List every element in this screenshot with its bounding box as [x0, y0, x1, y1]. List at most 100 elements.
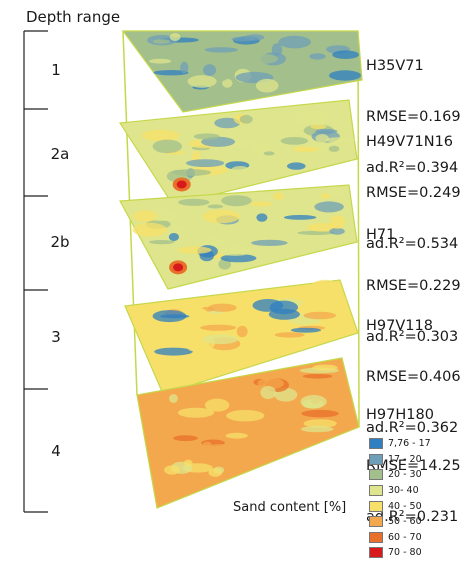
layer-3-adr2: ad.R²=0.303 [366, 329, 459, 345]
layer-4-patch [160, 314, 190, 319]
layer-3-patch [207, 204, 224, 209]
layer-4-patch [154, 347, 193, 356]
layer-3-patch [320, 193, 332, 199]
layer-1-patch [298, 63, 314, 72]
layer-5-stats: H97H180 RMSE=14.25 ad.R²=0.231 [366, 373, 461, 543]
layer-3-patch [178, 198, 210, 206]
depth-label-1: 1 [51, 61, 61, 79]
layer-5-patch [226, 410, 265, 422]
legend-item: 50 - 60 [369, 514, 431, 530]
legend-label: 70 - 80 [388, 547, 422, 559]
legend-label: 30- 40 [388, 485, 419, 497]
layer-2-patch [141, 129, 180, 142]
layer-2-patch [185, 159, 225, 168]
layer-3-patch [202, 238, 231, 247]
layer-5-patch [230, 396, 267, 403]
layer-3-patch [283, 215, 317, 220]
layer-3-patch [177, 246, 212, 254]
layer-2-stats: H49V71N16 RMSE=0.249 ad.R²=0.534 [366, 100, 461, 270]
layer-3-patch [218, 258, 231, 270]
layer-2-model: H49V71N16 [366, 134, 454, 150]
layer-5-patch [184, 459, 193, 467]
layer-1-patch [204, 47, 238, 53]
layer-5-patch [260, 386, 277, 399]
legend-label: 40 - 50 [388, 500, 422, 512]
layer-2-patch [193, 133, 220, 140]
layer-5-patch [312, 364, 338, 371]
depth-label-2a: 2a [50, 145, 70, 163]
layer-3-patch [260, 193, 275, 201]
layer-4-patch [304, 292, 329, 301]
sand-content-label: Sand content [%] [233, 500, 347, 515]
layer-1-patch [329, 70, 361, 81]
layer-2-patch [239, 114, 253, 124]
layer-1-adr2: ad.R²=0.394 [366, 160, 459, 176]
legend-swatch [369, 531, 383, 543]
depth-label-3: 3 [51, 328, 61, 346]
layer-1-patch [332, 50, 359, 59]
layer-4-patch [208, 303, 237, 312]
layer-3-model: H71 [366, 227, 396, 243]
layer-4-patch [274, 332, 305, 338]
layer-3-patch [220, 254, 257, 263]
layer-3-patch [297, 230, 335, 235]
layer-1-patch [149, 58, 172, 64]
layer-2-patch [310, 124, 327, 130]
layer-3-patch [149, 240, 175, 245]
layer-2-patch [287, 162, 306, 170]
layer-3-patch [329, 215, 346, 229]
layer-3-patch [133, 210, 158, 222]
layer-5-patch [267, 439, 296, 453]
layer-1-patch [248, 62, 265, 72]
layer-3-patch [256, 213, 268, 222]
layer-2-patch [172, 169, 212, 176]
layer-4-patch [179, 371, 214, 377]
layer-4-patch [191, 308, 209, 320]
legend-label: 17 - 20 [388, 453, 422, 465]
legend-label: 7,76 - 17 [388, 438, 431, 450]
layer-3-patch [251, 239, 288, 246]
layer-4-rmse: RMSE=0.406 [366, 369, 461, 385]
layer-5-patch [205, 444, 242, 449]
layer-2-patch [230, 166, 250, 175]
depth-bracket [23, 30, 48, 513]
frame-edge-right [357, 30, 360, 428]
layer-5-model: H97H180 [366, 407, 434, 423]
layer-5-patch [257, 377, 284, 390]
layer-3-patch [272, 192, 285, 200]
legend-item: 17 - 20 [369, 452, 431, 468]
layer-3-patch [202, 209, 240, 224]
layer-3-patch [221, 195, 252, 207]
layer-3-patch [168, 224, 188, 230]
layer-2-adr2: ad.R²=0.534 [366, 236, 459, 252]
layer-4-adr2: ad.R²=0.362 [366, 420, 459, 436]
layer-5-patch [300, 395, 327, 409]
layer-4-patch [310, 279, 339, 294]
legend-item: 30- 40 [369, 483, 431, 499]
layer-3-patch [249, 201, 273, 207]
layer-2-patch [295, 110, 331, 125]
layer-1-patch [255, 78, 279, 93]
layer-5-patch [302, 374, 333, 379]
layer-3-patch [306, 223, 339, 232]
layer-5-patch [173, 435, 198, 442]
layer-4-model: H97V118 [366, 318, 433, 334]
layer-4-patch [271, 342, 304, 347]
legend-swatch [369, 500, 383, 512]
legend-swatch [369, 516, 383, 528]
depth-label-4: 4 [51, 442, 61, 460]
layer-1-patch [203, 64, 217, 76]
layer-1-patch [153, 70, 189, 76]
depth-label-2b: 2b [50, 233, 70, 251]
layer-1-patch [187, 75, 217, 88]
legend-item: 60 - 70 [369, 530, 431, 546]
layer-5-patch [273, 412, 289, 420]
layer-4-patch [303, 311, 336, 320]
layer-2-patch [232, 142, 261, 148]
layer-4-patch [200, 324, 237, 331]
layer-2-patch [315, 128, 338, 134]
legend-item: 40 - 50 [369, 498, 431, 514]
layer-5-patch [225, 432, 248, 439]
layer-1-stats: H35V71 RMSE=0.169 ad.R²=0.394 [366, 24, 461, 194]
layer-5-patch [169, 394, 178, 403]
